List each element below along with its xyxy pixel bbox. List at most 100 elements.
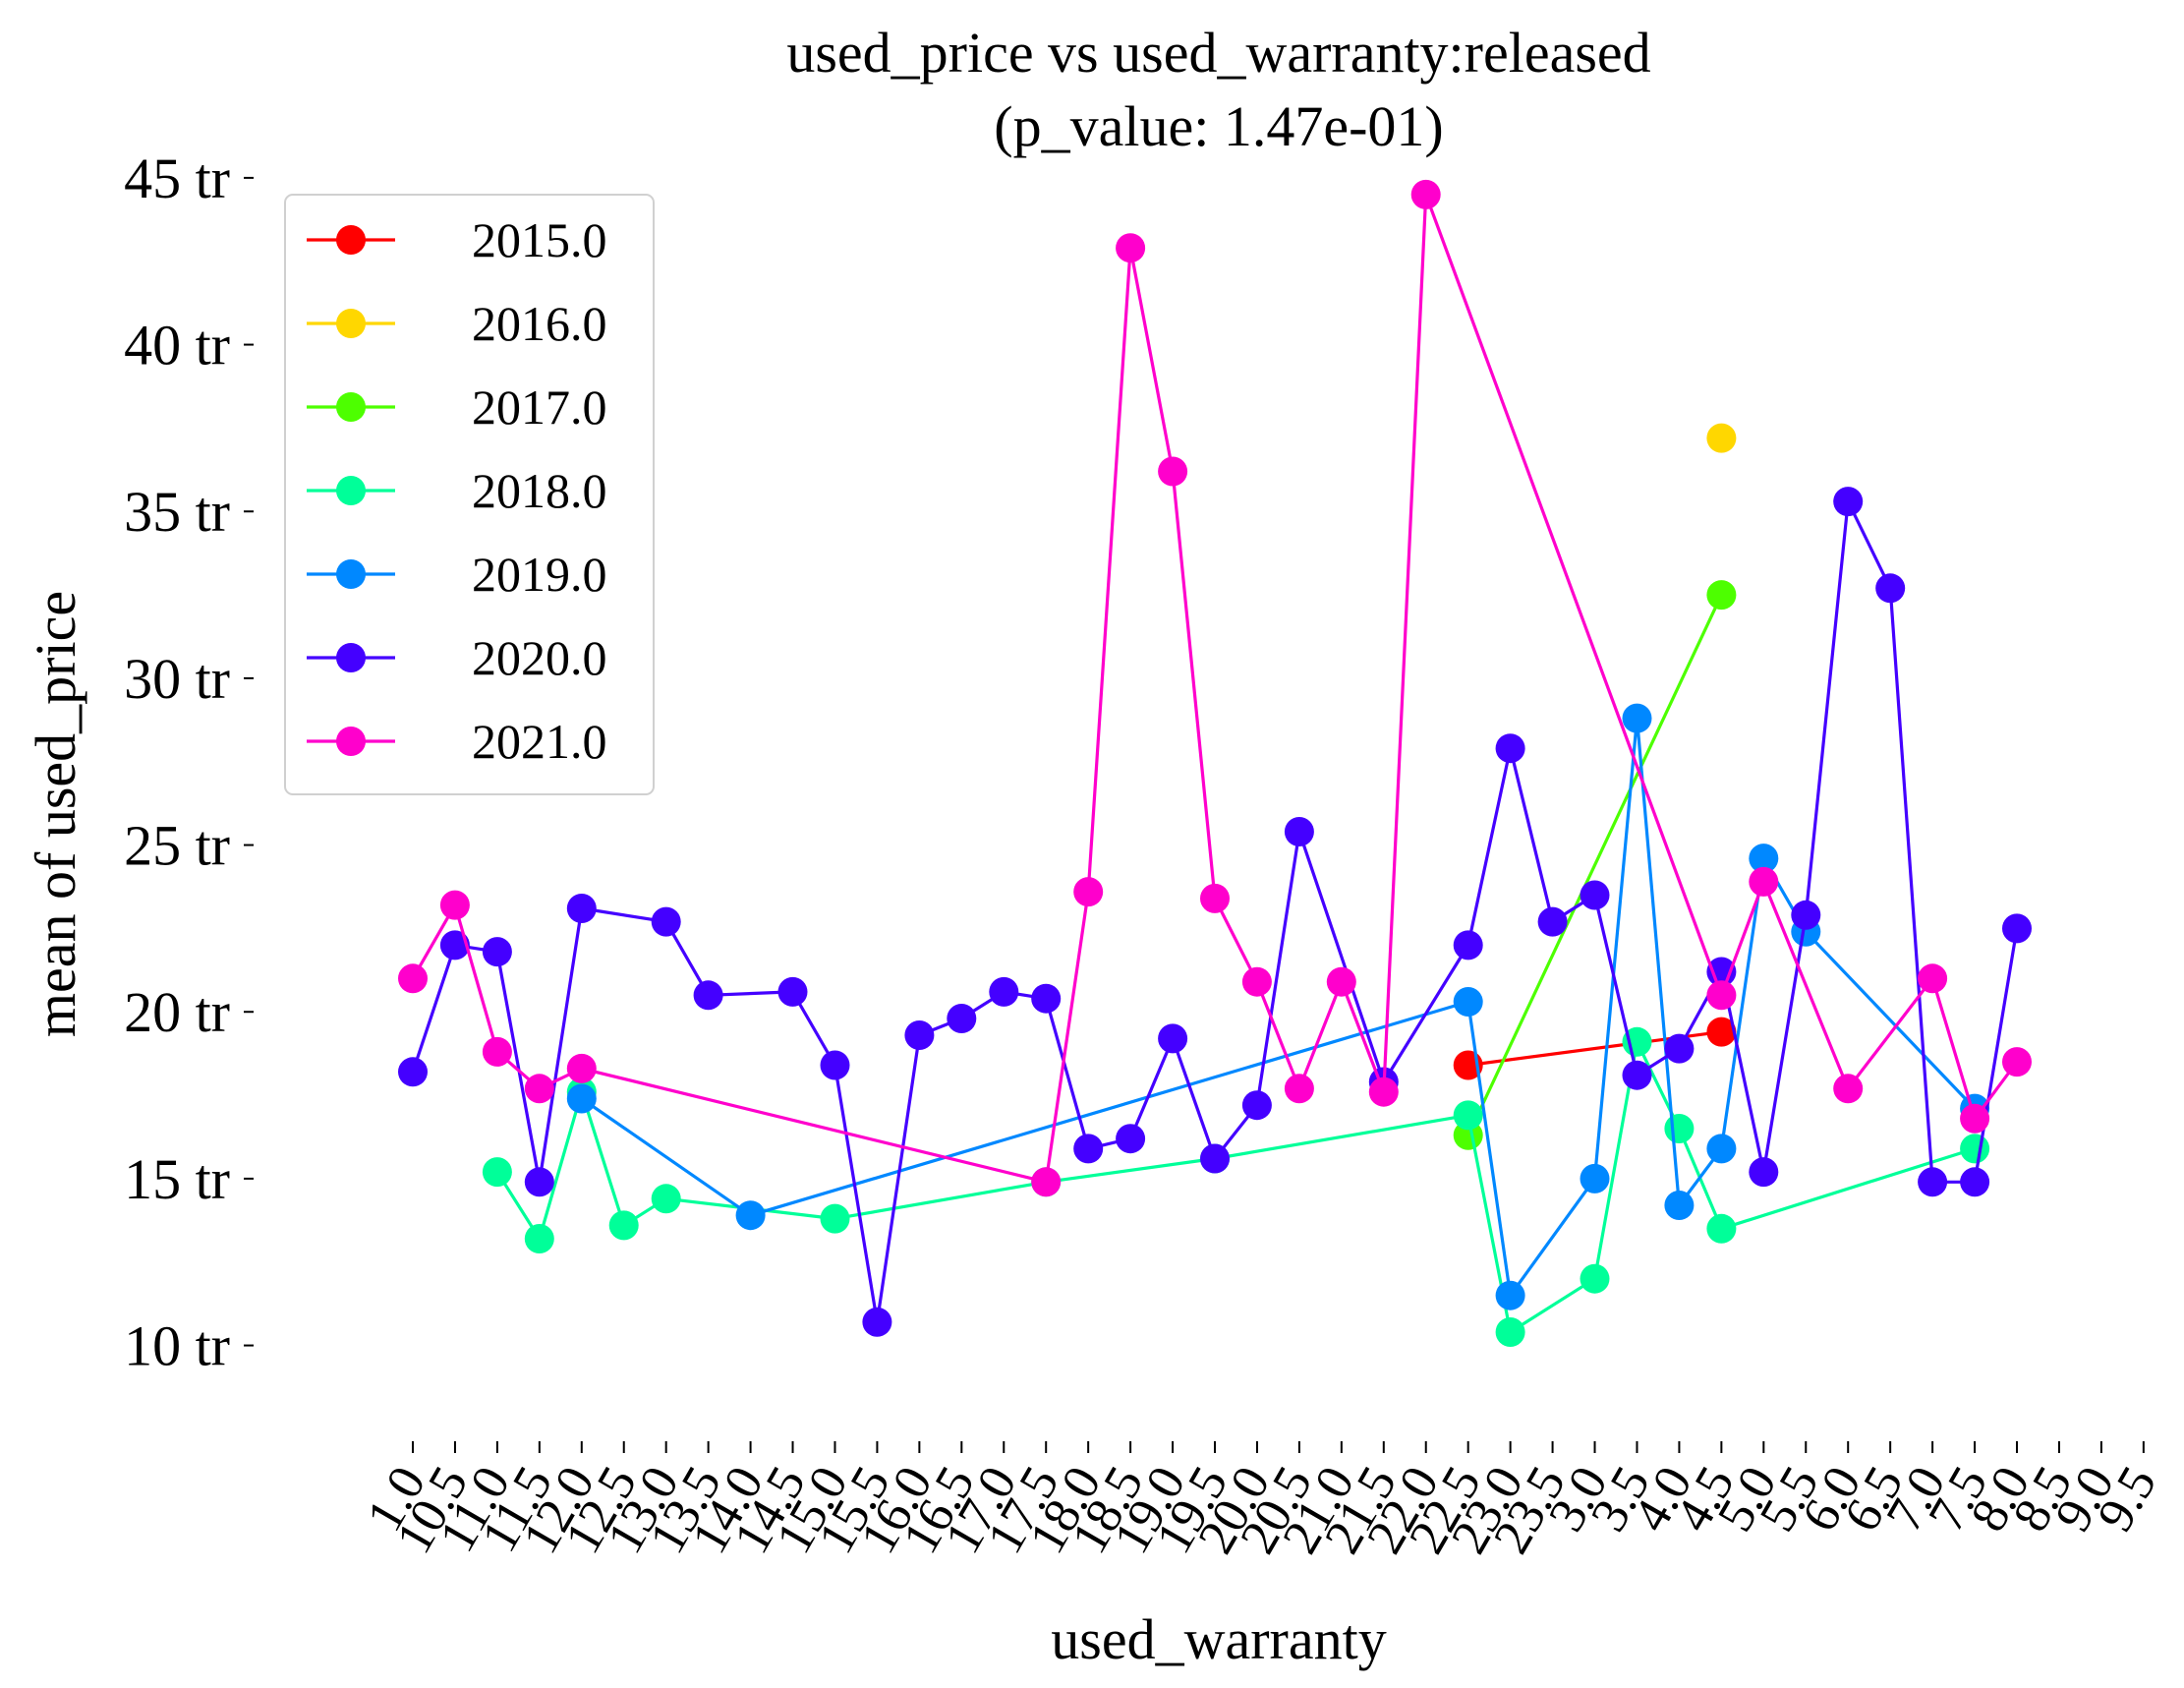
data-point	[1706, 580, 1737, 611]
series-2016.0	[1706, 423, 1737, 453]
legend-marker	[336, 559, 366, 589]
data-point	[1706, 423, 1737, 453]
legend-marker	[336, 727, 366, 756]
data-point	[482, 937, 512, 967]
data-point	[862, 1307, 892, 1337]
data-point	[1158, 1023, 1188, 1054]
y-tick-label: 25 tr	[124, 814, 230, 878]
data-point	[1116, 233, 1146, 263]
x-axis-label: used_warranty	[1051, 1607, 1386, 1671]
legend-marker	[336, 392, 366, 422]
legend-marker	[336, 476, 366, 505]
data-point	[1580, 880, 1610, 910]
data-point	[1241, 966, 1272, 997]
data-point	[2002, 1047, 2032, 1077]
data-point	[693, 980, 723, 1011]
chart-subtitle: (p_value: 1.47e-01)	[994, 94, 1443, 158]
legend-marker	[336, 309, 366, 338]
data-point	[1200, 1143, 1230, 1174]
legend-label: 2021.0	[472, 714, 607, 769]
legend-marker	[336, 225, 366, 255]
data-point	[1664, 1033, 1695, 1064]
legend-label: 2020.0	[472, 630, 607, 685]
plot-area	[398, 179, 2032, 1347]
legend-label: 2018.0	[472, 463, 607, 518]
legend-label: 2019.0	[472, 547, 607, 602]
data-point	[1031, 1167, 1062, 1197]
data-point	[398, 1057, 428, 1087]
data-point	[1706, 1017, 1737, 1047]
legend-marker	[336, 643, 366, 672]
data-point	[1284, 1074, 1314, 1104]
data-point	[1073, 1134, 1104, 1164]
data-point	[651, 1184, 681, 1214]
data-point	[1116, 1124, 1146, 1154]
data-point	[1622, 1060, 1652, 1090]
y-tick-label: 15 tr	[124, 1147, 230, 1211]
data-point	[1453, 1100, 1483, 1131]
data-point	[1960, 1134, 1990, 1164]
y-tick-label: 30 tr	[124, 647, 230, 711]
data-point	[1749, 1157, 1779, 1188]
data-point	[947, 1004, 977, 1033]
y-tick-label: 40 tr	[124, 314, 230, 378]
data-point	[1580, 1263, 1610, 1294]
series-2021.0	[398, 179, 2032, 1197]
data-point	[820, 1203, 850, 1234]
data-point	[1960, 1103, 1990, 1134]
series-2017.0	[1453, 580, 1737, 1150]
data-point	[1326, 966, 1356, 997]
legend-frame	[284, 194, 655, 795]
data-point	[1664, 1191, 1695, 1220]
chart-title: used_price vs used_warranty:released	[786, 21, 1650, 85]
y-axis: 10 tr 15 tr 20 tr 25 tr 30 tr 35 tr 40 tr 45 tr	[124, 146, 254, 1378]
series-line	[1466, 594, 1723, 1136]
data-point	[524, 1167, 554, 1197]
y-tick-label: 45 tr	[124, 146, 230, 210]
series-2020.0	[398, 487, 2032, 1337]
data-point	[1706, 1134, 1737, 1164]
data-point	[1495, 1317, 1525, 1347]
data-point	[1622, 703, 1652, 733]
data-point	[1664, 1114, 1695, 1143]
x-axis: 1.010.511.011.512.012.513.013.514.014.51…	[357, 1441, 2167, 1563]
data-point	[608, 1210, 639, 1241]
y-tick-label: 10 tr	[124, 1314, 230, 1378]
data-point	[566, 894, 597, 923]
series-line	[580, 717, 1977, 1298]
data-point	[524, 1224, 554, 1253]
data-point	[1241, 1090, 1272, 1121]
data-point	[2002, 913, 2032, 944]
data-point	[439, 930, 470, 960]
data-point	[1875, 573, 1906, 604]
legend-label: 2017.0	[472, 379, 607, 435]
data-point	[1200, 883, 1230, 913]
data-point	[1749, 844, 1779, 874]
data-point	[1495, 1280, 1525, 1310]
data-point	[1073, 877, 1104, 907]
data-point	[1158, 456, 1188, 487]
data-point	[1495, 733, 1525, 764]
data-point	[1368, 1077, 1399, 1107]
data-point	[1918, 1167, 1948, 1197]
data-point	[735, 1200, 766, 1231]
data-point	[777, 976, 808, 1007]
data-point	[1918, 963, 1948, 994]
data-point	[398, 963, 428, 994]
data-point	[1706, 1213, 1737, 1244]
data-point	[820, 1050, 850, 1080]
data-point	[1580, 1163, 1610, 1193]
series-2019.0	[566, 703, 1990, 1310]
data-point	[439, 890, 470, 920]
y-tick-label: 20 tr	[124, 980, 230, 1044]
data-point	[989, 976, 1019, 1007]
data-point	[1284, 817, 1314, 846]
data-point	[1453, 930, 1483, 960]
data-point	[1410, 179, 1441, 209]
series-line	[495, 1040, 1976, 1334]
data-point	[1537, 906, 1568, 937]
data-point	[1833, 1074, 1864, 1104]
y-tick-label: 35 tr	[124, 480, 230, 544]
